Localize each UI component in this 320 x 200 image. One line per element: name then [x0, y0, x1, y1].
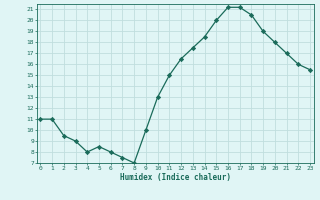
X-axis label: Humidex (Indice chaleur): Humidex (Indice chaleur)	[120, 173, 231, 182]
